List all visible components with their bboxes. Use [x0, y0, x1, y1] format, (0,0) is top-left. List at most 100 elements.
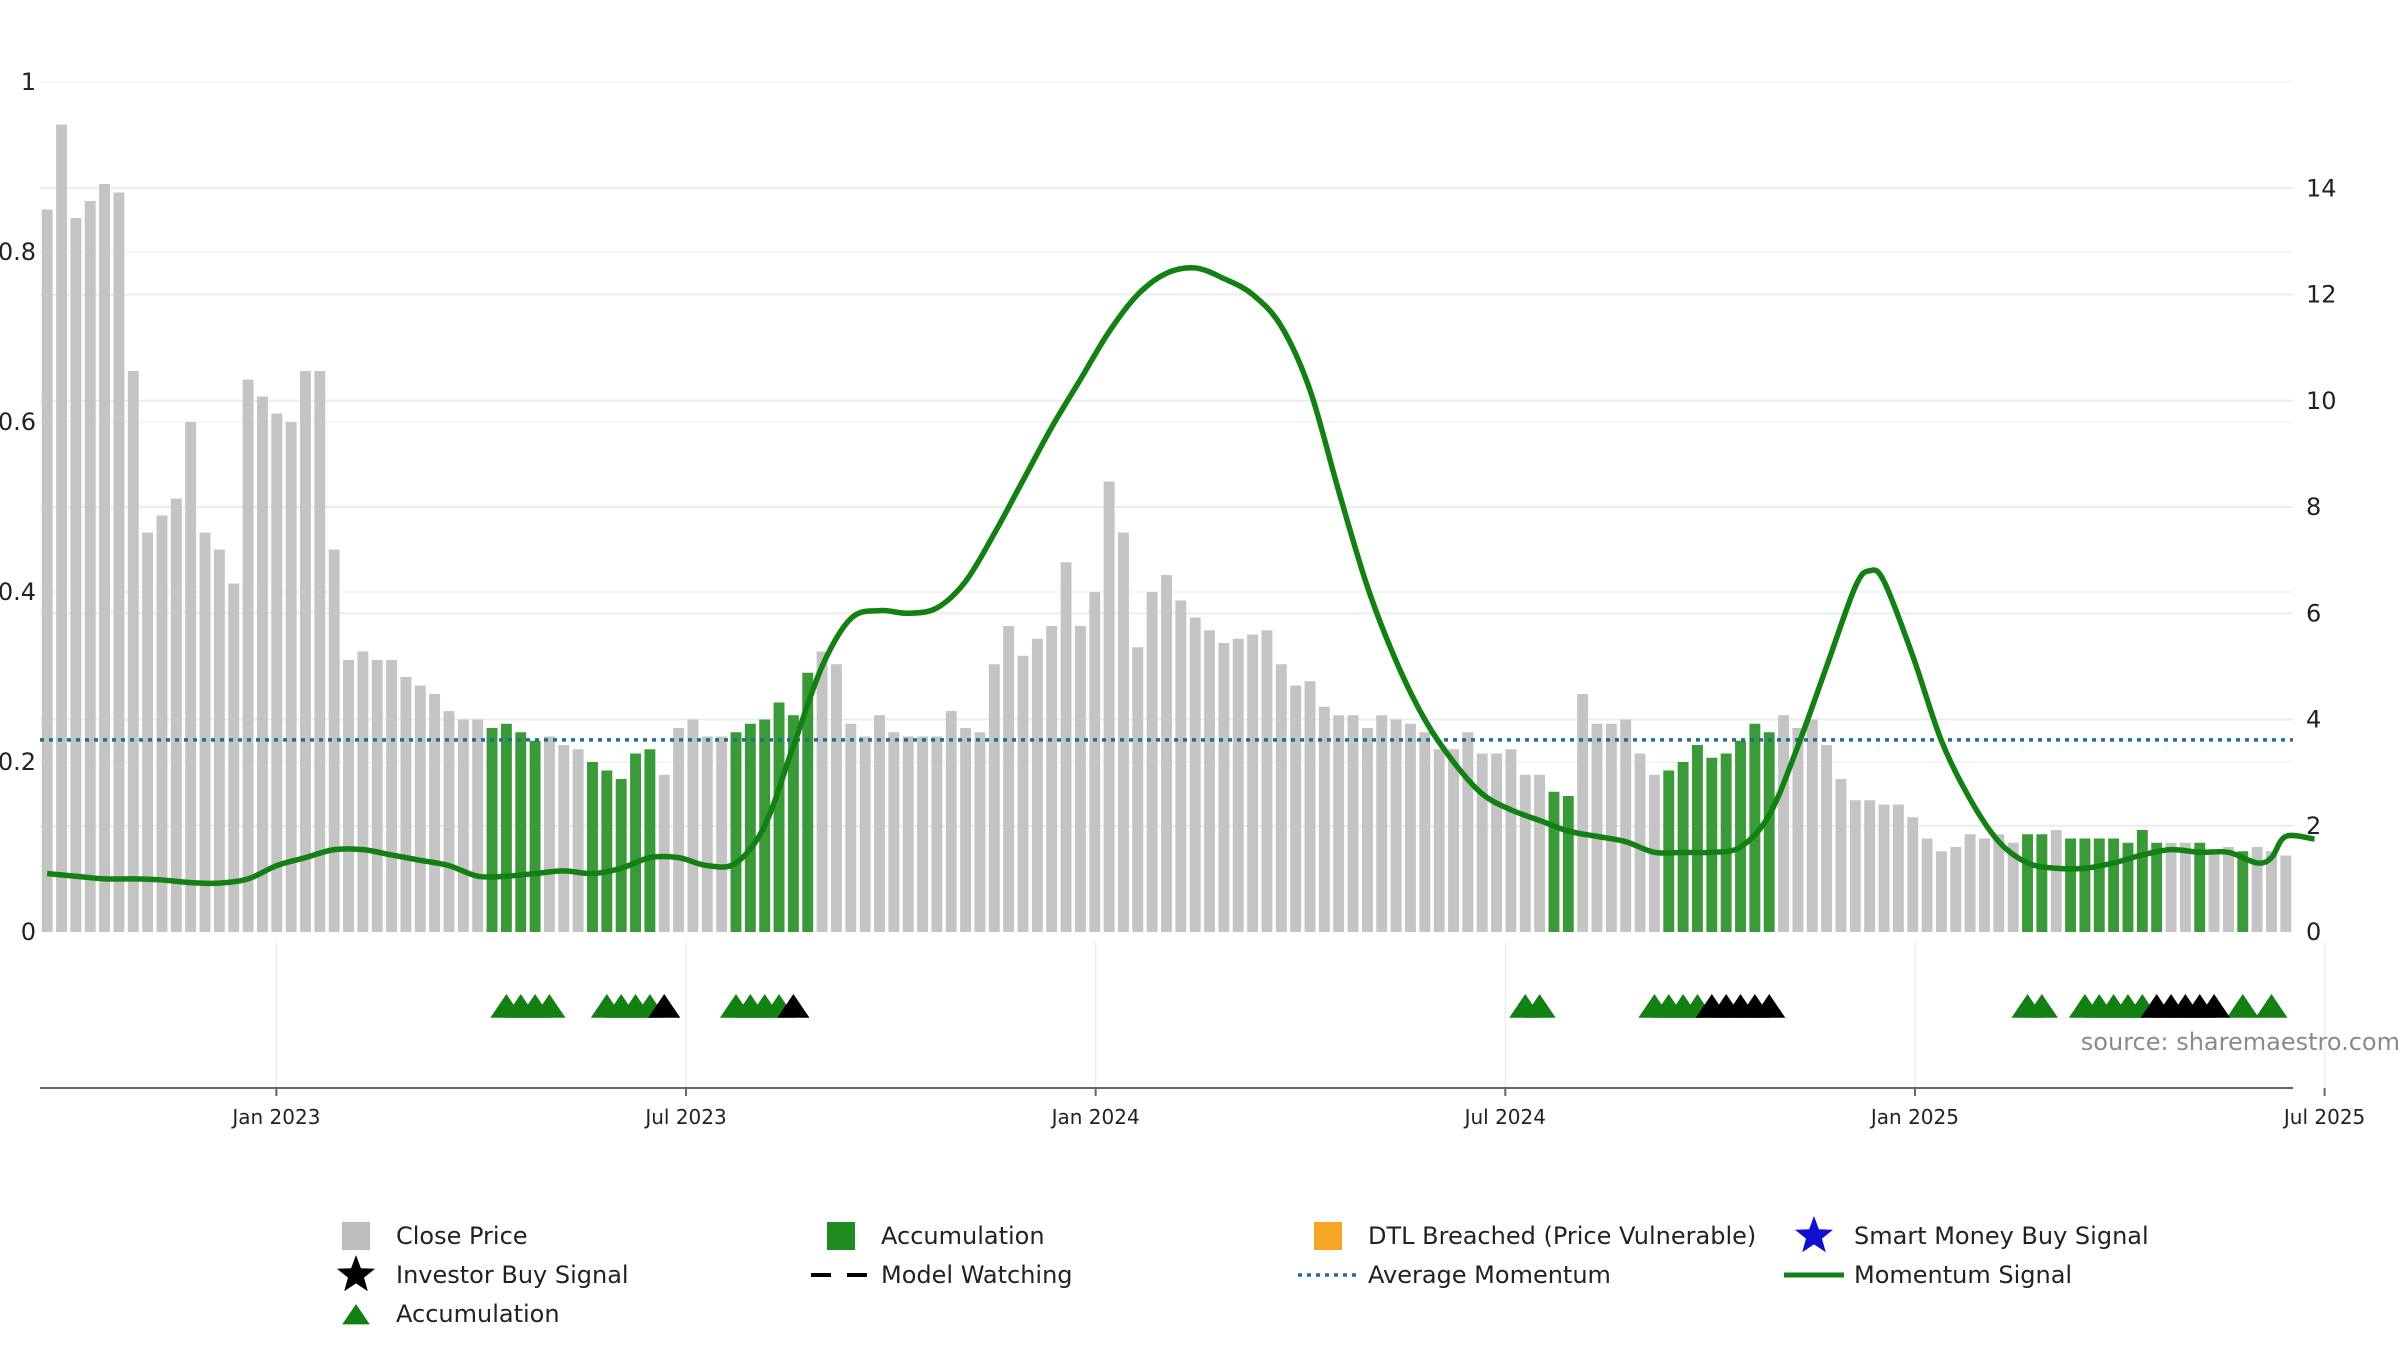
- close-price-bar: [859, 736, 871, 932]
- close-price-bar: [2208, 851, 2220, 932]
- accumulation-bar: [730, 732, 742, 932]
- close-price-bar: [1634, 753, 1646, 932]
- accumulation-bar: [1720, 753, 1732, 932]
- close-price-bar: [1821, 745, 1833, 932]
- close-price-bar: [1132, 647, 1144, 932]
- close-price-bar: [127, 371, 139, 932]
- close-price-bar: [1204, 630, 1216, 932]
- legend-label: Accumulation: [396, 1300, 560, 1328]
- close-price-bar: [1591, 723, 1603, 932]
- x-axis-tick-label: Jan 2023: [230, 1105, 320, 1129]
- close-price-bar: [1462, 732, 1474, 932]
- accumulation-bar: [2136, 830, 2148, 932]
- close-price-bar: [1519, 774, 1531, 932]
- accumulation-marker: [533, 994, 566, 1018]
- close-price-bar: [1433, 749, 1445, 932]
- momentum-signal-line: [46, 264, 2315, 887]
- close-price-bar: [2280, 855, 2292, 932]
- close-price-bar: [830, 664, 842, 932]
- investor-buy-marker: [1753, 994, 1786, 1018]
- close-price-bar: [400, 677, 412, 932]
- left-axis-tick-label: 0: [21, 918, 36, 946]
- close-price-bar: [1864, 800, 1876, 932]
- close-price-bar: [1907, 817, 1919, 932]
- close-price-bar: [1117, 532, 1129, 932]
- close-price-bar: [2222, 847, 2234, 932]
- momentum-signal-series: [46, 264, 2315, 887]
- gridlines: [40, 81, 2326, 1088]
- close-price-bar: [1950, 847, 1962, 932]
- investor-buy-marker: [777, 994, 810, 1018]
- close-price-bar: [1247, 634, 1259, 932]
- right-axis-tick-label: 12: [2306, 281, 2337, 309]
- legend-label: Model Watching: [881, 1261, 1073, 1289]
- accumulation-bar: [500, 723, 512, 932]
- x-axis-tick-label: Jul 2024: [1463, 1105, 1546, 1129]
- close-price-bar: [2007, 842, 2019, 932]
- close-price-bar: [945, 711, 957, 932]
- close-price-bar: [1046, 626, 1058, 932]
- close-price-bar: [41, 209, 53, 932]
- close-price-bar: [1993, 834, 2005, 932]
- close-price-bar: [960, 728, 972, 932]
- close-price-bar: [816, 651, 828, 932]
- close-price-bar: [1806, 719, 1818, 932]
- accumulation-bar: [1749, 723, 1761, 932]
- close-price-bar: [170, 498, 182, 932]
- legend-label: Accumulation: [881, 1222, 1045, 1250]
- close-price-bar: [988, 664, 1000, 932]
- legend-swatch: [827, 1222, 855, 1250]
- close-price-bar: [874, 715, 885, 932]
- close-price-bar: [716, 736, 728, 932]
- accumulation-bar: [2093, 838, 2105, 932]
- legend-label: Close Price: [396, 1222, 528, 1250]
- close-price-bar: [1935, 851, 1947, 932]
- close-price-bar: [1405, 723, 1416, 932]
- close-price-bar: [1031, 638, 1043, 932]
- x-axis-tick-label: Jul 2025: [2282, 1105, 2365, 1129]
- close-price-bar: [1175, 600, 1187, 932]
- close-price-bar: [1505, 749, 1517, 932]
- left-axis-tick-label: 0.4: [0, 578, 36, 606]
- accumulation-bar: [2237, 851, 2249, 932]
- accumulation-bar: [1562, 796, 1574, 932]
- close-price-bar: [1161, 575, 1172, 932]
- close-price-bar: [84, 201, 96, 932]
- close-price-bar: [56, 124, 67, 932]
- accumulation-bar: [1677, 762, 1689, 932]
- close-price-bar: [357, 651, 369, 932]
- close-price-bar: [673, 728, 685, 932]
- right-axis-tick-label: 14: [2306, 174, 2337, 202]
- close-price-bar: [658, 774, 670, 932]
- close-price-bar: [701, 736, 713, 932]
- close-price-bar: [974, 732, 986, 932]
- accumulation-bar: [630, 753, 641, 932]
- close-price-bar: [242, 379, 254, 932]
- close-price-bars: [41, 124, 2292, 932]
- accumulation-bar: [1706, 757, 1718, 932]
- source-label: source: sharemaestro.com: [2081, 1028, 2400, 1056]
- close-price-bar: [1620, 719, 1632, 932]
- close-price-bar: [1361, 728, 1373, 932]
- close-price-bar: [414, 685, 426, 932]
- close-price-bar: [1304, 681, 1316, 932]
- close-price-bar: [300, 371, 311, 932]
- close-price-bar: [371, 660, 383, 932]
- accumulation-bar: [773, 702, 785, 932]
- close-price-bar: [1333, 715, 1345, 932]
- x-axis-tick-label: Jan 2024: [1050, 1105, 1140, 1129]
- legend-label: Smart Money Buy Signal: [1854, 1222, 2149, 1250]
- legend: Close Price Accumulation DTL Breached (Pri…: [337, 1216, 2149, 1328]
- close-price-bar: [156, 515, 168, 932]
- legend-star-icon: [1795, 1216, 1833, 1253]
- close-price-bar: [2050, 830, 2062, 932]
- close-price-bar: [1060, 562, 1072, 932]
- left-axis-tick-label: 1: [21, 68, 36, 96]
- accumulation-bar: [2122, 842, 2134, 932]
- legend-swatch: [342, 1222, 370, 1250]
- close-price-bar: [1849, 800, 1861, 932]
- close-price-bar: [1103, 481, 1115, 932]
- legend-label: Average Momentum: [1368, 1261, 1611, 1289]
- close-price-bar: [1347, 715, 1359, 932]
- close-price-bar: [1835, 779, 1847, 932]
